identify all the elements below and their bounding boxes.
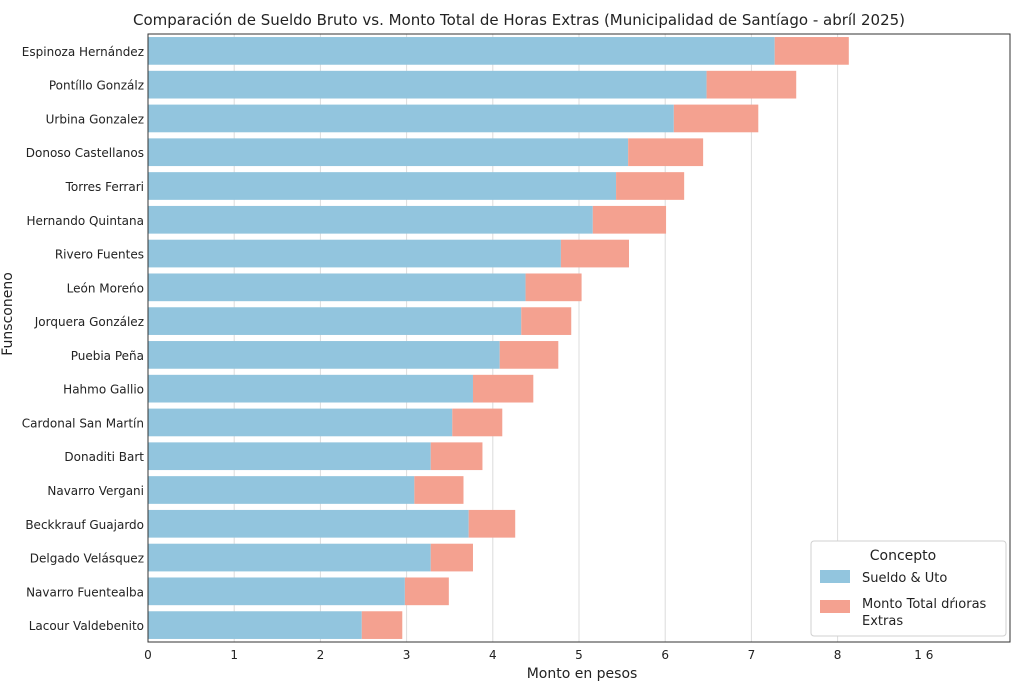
category-label: Cardonal San Martín <box>22 416 144 430</box>
bar-sueldo <box>148 543 431 572</box>
category-label: Donoso Castellanos <box>26 146 144 160</box>
chart-title: Comparación de Sueldo Bruto vs. Monto To… <box>133 11 905 29</box>
bar-horas-extras <box>452 408 503 437</box>
bar-sueldo <box>148 476 415 504</box>
x-tick-label: 0 <box>144 648 152 662</box>
bar-horas-extras <box>673 104 759 133</box>
bar-horas-extras <box>616 172 685 200</box>
bar-horas-extras <box>361 611 403 639</box>
category-label: Donaditi Bart <box>64 450 144 464</box>
bar-sueldo <box>148 205 593 234</box>
bar-horas-extras <box>430 543 473 572</box>
bar-horas-extras <box>404 577 449 606</box>
bar-horas-extras <box>628 138 704 167</box>
x-tick-label: 7 <box>748 648 756 662</box>
category-label: Navarro Vergani <box>47 484 144 498</box>
bars-group <box>148 37 849 639</box>
bar-sueldo <box>148 408 453 437</box>
x-tick-label: 8 <box>834 648 842 662</box>
bar-sueldo <box>148 374 473 403</box>
category-label: Delgado Velásquez <box>30 552 144 566</box>
x-axis-label: Monto en pesos <box>527 666 638 682</box>
category-label: Pontíllo Gonzálz <box>49 79 144 93</box>
legend-title: Concepto <box>870 548 936 564</box>
bar-horas-extras <box>525 273 582 302</box>
bar-sueldo <box>148 577 405 606</box>
bar-sueldo <box>148 509 469 538</box>
category-label: Urbina Gonzalez <box>46 112 144 126</box>
legend-box <box>810 540 1007 637</box>
bar-horas-extras <box>774 37 849 65</box>
legend-swatch-horas-extras <box>820 600 850 613</box>
category-label: Jorquera González <box>34 315 144 329</box>
bar-sueldo <box>148 104 674 133</box>
legend-label-horas-extras: Monto Total dŕıoras Extras <box>862 597 990 629</box>
x-tick-label: 2 <box>317 648 325 662</box>
x-tick-label: 1 <box>230 648 238 662</box>
category-label: Lacour Valdebenito <box>29 619 144 633</box>
bar-horas-extras <box>592 205 667 234</box>
y-axis-label: Funsconeno <box>0 272 16 356</box>
x-tick-label: 5 <box>575 648 583 662</box>
x-tick-label: 3 <box>403 648 411 662</box>
bar-sueldo <box>148 442 431 471</box>
bar-horas-extras <box>560 239 629 268</box>
bar-horas-extras <box>468 509 516 538</box>
bar-sueldo <box>148 172 617 200</box>
category-label: Rivero Fuentes <box>55 248 144 262</box>
category-label: Espinoza Hernández <box>22 45 144 59</box>
category-label: Puebia Peña <box>71 349 144 363</box>
category-label: Navarro Fuentealba <box>26 585 144 599</box>
category-label: Beckkrauf Guajardo <box>25 518 144 532</box>
category-label: León Moreńo <box>67 281 144 295</box>
category-label: Hernando Quintana <box>27 214 144 228</box>
plot-frame <box>147 33 1011 643</box>
bar-sueldo <box>148 37 775 65</box>
bar-horas-extras <box>472 374 534 403</box>
grid-lines <box>233 34 839 642</box>
legend: Concepto Sueldo & Uto Monto Total dŕıora… <box>810 540 1007 637</box>
category-label: Hahmo Gallio <box>63 383 144 397</box>
bar-horas-extras <box>706 70 797 99</box>
bar-sueldo <box>148 239 561 268</box>
bar-sueldo <box>148 273 526 302</box>
bar-horas-extras <box>414 476 464 504</box>
bar-sueldo <box>148 611 362 639</box>
x-tick-label: 6 <box>661 648 669 662</box>
x-tick-label: 4 <box>489 648 497 662</box>
x-tick-label: 1 6 <box>914 648 933 662</box>
legend-swatch-sueldo <box>820 570 850 583</box>
category-label: Torres Ferrari <box>65 180 144 194</box>
bar-horas-extras <box>521 307 572 335</box>
bar-horas-extras <box>430 442 483 471</box>
category-labels: Espinoza Hernández Pontíllo Gonzálz Urbina… <box>22 45 144 633</box>
legend-label-sueldo: Sueldo & Uto <box>862 571 947 586</box>
bar-sueldo <box>148 341 500 369</box>
x-tick-labels: 0 1 2 3 4 5 6 7 8 1 6 <box>144 648 933 662</box>
bar-sueldo <box>148 138 629 167</box>
bar-horas-extras <box>499 341 559 369</box>
bar-sueldo <box>148 70 707 99</box>
bar-sueldo <box>148 307 522 335</box>
